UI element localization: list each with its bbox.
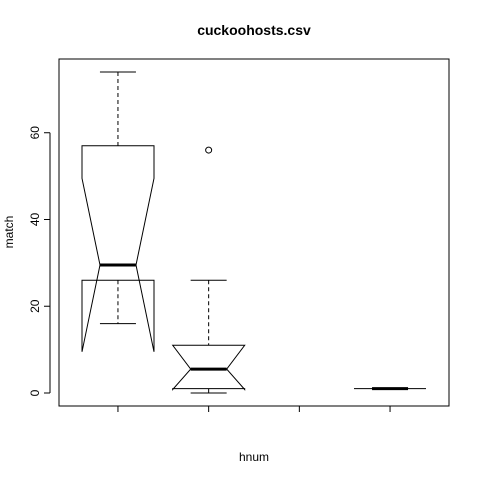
y-axis: 0 20 40 60 (28, 126, 51, 396)
notched-box (81, 145, 155, 352)
y-tick-label: 20 (28, 299, 42, 313)
outlier-point (205, 146, 213, 154)
boxes-layer (81, 71, 426, 394)
x-axis-label: hnum (239, 450, 269, 464)
notched-box (171, 344, 246, 391)
y-axis-label: match (2, 216, 16, 249)
x-axis (117, 405, 391, 412)
y-tick-label: 0 (28, 389, 42, 396)
chart-title: cuckoohosts.csv (197, 22, 311, 38)
y-tick-label: 40 (28, 212, 42, 226)
box-group-2 (171, 146, 246, 394)
y-tick-label: 60 (28, 126, 42, 140)
box-group-1 (81, 71, 155, 352)
